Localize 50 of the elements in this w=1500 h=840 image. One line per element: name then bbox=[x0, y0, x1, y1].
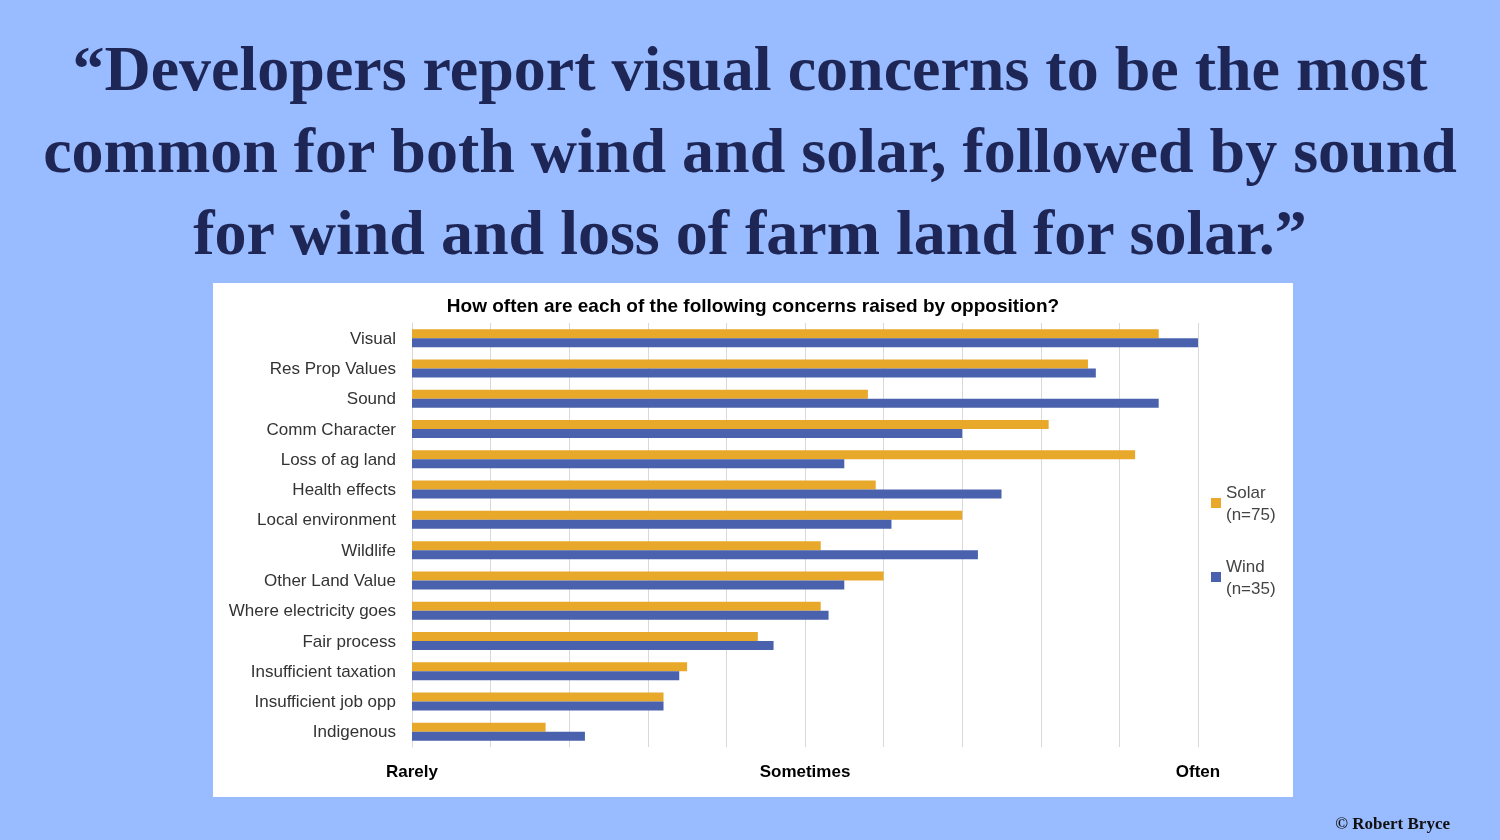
y-tick-label: Local environment bbox=[257, 510, 397, 530]
bar bbox=[412, 632, 758, 641]
bar bbox=[412, 519, 892, 529]
bar bbox=[412, 480, 876, 490]
y-tick-label: Wildlife bbox=[341, 540, 396, 560]
bar bbox=[412, 610, 829, 620]
bar bbox=[412, 398, 1159, 408]
y-tick-label: Fair process bbox=[302, 631, 396, 651]
y-tick-label: Visual bbox=[350, 328, 396, 348]
bar bbox=[412, 571, 884, 581]
bar bbox=[412, 459, 845, 469]
bar bbox=[412, 722, 546, 732]
chart-title: “Developers report visual concerns to be the most common for both wind and solar, followed by sound for wind and loss of farm land for solar.” bbox=[42, 32, 1458, 270]
bar bbox=[412, 692, 664, 702]
y-tick-label: Res Prop Values bbox=[269, 358, 396, 378]
text: © Robert Bryce bbox=[1335, 814, 1450, 834]
bar bbox=[412, 389, 868, 399]
bar bbox=[412, 550, 978, 560]
bar bbox=[412, 368, 1096, 378]
bar bbox=[412, 510, 963, 520]
bar bbox=[412, 429, 963, 438]
text: Sometimes bbox=[759, 761, 851, 781]
y-tick-label: Insufficient job opp bbox=[254, 692, 396, 712]
y-tick-label: Comm Character bbox=[266, 419, 397, 439]
legend-label: Wind (n=35) bbox=[1226, 556, 1276, 598]
bar bbox=[412, 420, 1049, 429]
bar bbox=[412, 489, 1002, 499]
y-tick-label: Where electricity goes bbox=[228, 601, 396, 621]
y-tick-label: Health effects bbox=[292, 480, 396, 500]
chart-subtitle: How often are each of the following concerns raised by opposition? bbox=[446, 295, 1060, 316]
y-tick-label: Insufficient taxation bbox=[250, 661, 396, 681]
y-tick-label: Sound bbox=[346, 389, 396, 409]
y-tick-label: Indigenous bbox=[312, 722, 396, 742]
bar bbox=[412, 731, 585, 741]
y-tick-label: Other Land Value bbox=[264, 570, 396, 590]
text: Often bbox=[1175, 761, 1221, 781]
y-tick-label: Loss of ag land bbox=[280, 449, 396, 469]
bar bbox=[412, 580, 845, 590]
bar bbox=[412, 662, 688, 672]
bar bbox=[412, 671, 680, 681]
bar bbox=[412, 541, 821, 551]
bar bbox=[412, 338, 1198, 348]
bar bbox=[412, 450, 1136, 460]
bar bbox=[412, 601, 821, 611]
bar bbox=[412, 701, 664, 711]
text: Rarely bbox=[386, 761, 439, 781]
legend-label: Solar (n=75) bbox=[1226, 482, 1276, 524]
bar bbox=[412, 329, 1159, 339]
bar bbox=[412, 359, 1088, 369]
bar bbox=[412, 641, 774, 650]
